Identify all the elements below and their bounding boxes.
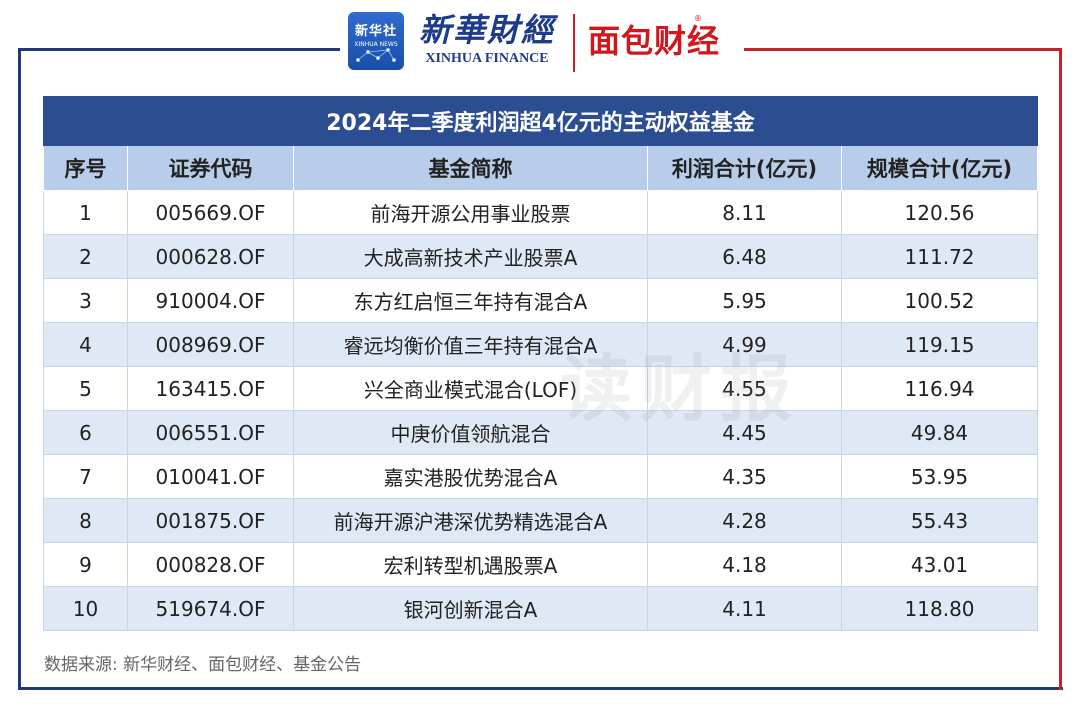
cell-profit: 6.48 (647, 234, 842, 279)
cell-fund-name: 宏利转型机遇股票A (293, 542, 648, 587)
cell-scale: 100.52 (840, 278, 1039, 323)
cell-code: 008969.OF (127, 322, 294, 367)
cell-scale: 55.43 (840, 498, 1039, 543)
cell-profit: 4.18 (647, 542, 842, 587)
frame-top-line-blue (18, 48, 340, 51)
cell-fund-name: 中庚价值领航混合 (293, 410, 648, 455)
cell-profit: 8.11 (647, 190, 842, 235)
cell-code: 005669.OF (127, 190, 294, 235)
xinhua-finance-logo-cn: 新華財經 (418, 11, 555, 49)
table-row: 3 910004.OF 东方红启恒三年持有混合A 5.95 100.52 (43, 278, 1039, 323)
xinhua-finance-logo-en: XINHUA FINANCE (425, 51, 549, 66)
cell-fund-name: 嘉实港股优势混合A (293, 454, 648, 499)
xinhua-news-logo: 新华社 XINHUA NEWS (348, 12, 404, 70)
cell-index: 10 (43, 586, 128, 631)
network-icon (356, 48, 397, 62)
cell-index: 6 (43, 410, 128, 455)
table-row: 5 163415.OF 兴全商业模式混合(LOF) 4.55 116.94 (43, 366, 1039, 411)
cell-index: 4 (43, 322, 128, 367)
cell-index: 8 (43, 498, 128, 543)
cell-code: 001875.OF (127, 498, 294, 543)
cell-code: 910004.OF (127, 278, 294, 323)
cell-index: 9 (43, 542, 128, 587)
cell-fund-name: 东方红启恒三年持有混合A (293, 278, 648, 323)
cell-index: 2 (43, 234, 128, 279)
cell-scale: 118.80 (840, 586, 1039, 631)
cell-code: 163415.OF (127, 366, 294, 411)
header-scale: 规模合计(亿元) (840, 145, 1039, 191)
cell-fund-name: 兴全商业模式混合(LOF) (293, 366, 648, 411)
table-row: 1 005669.OF 前海开源公用事业股票 8.11 120.56 (43, 190, 1039, 235)
cell-scale: 49.84 (840, 410, 1039, 455)
cell-fund-name: 大成高新技术产业股票A (293, 234, 648, 279)
cell-scale: 120.56 (840, 190, 1039, 235)
table-header-row: 序号 证券代码 基金简称 利润合计(亿元) 规模合计(亿元) (43, 145, 1039, 191)
cell-scale: 53.95 (840, 454, 1039, 499)
table-row: 6 006551.OF 中庚价值领航混合 4.45 49.84 (43, 410, 1039, 455)
cell-fund-name: 睿远均衡价值三年持有混合A (293, 322, 648, 367)
registered-mark: ® (694, 14, 702, 23)
header-fund-name: 基金简称 (293, 145, 648, 191)
cell-scale: 43.01 (840, 542, 1039, 587)
mianbao-finance-logo: 面包财经 ® (588, 14, 738, 66)
table-row: 10 519674.OF 银河创新混合A 4.11 118.80 (43, 586, 1039, 631)
cell-index: 7 (43, 454, 128, 499)
cell-profit: 4.55 (647, 366, 842, 411)
cell-profit: 4.99 (647, 322, 842, 367)
cell-index: 5 (43, 366, 128, 411)
table-row: 7 010041.OF 嘉实港股优势混合A 4.35 53.95 (43, 454, 1039, 499)
cell-fund-name: 银河创新混合A (293, 586, 648, 631)
cell-profit: 5.95 (647, 278, 842, 323)
header-index: 序号 (43, 145, 128, 191)
cell-code: 000628.OF (127, 234, 294, 279)
xinhua-finance-logo: 新華財經 XINHUA FINANCE (412, 10, 562, 74)
fund-table-container: 2024年二季度利润超4亿元的主动权益基金 序号 证券代码 基金简称 利润合计(… (42, 96, 1039, 631)
cell-fund-name: 前海开源公用事业股票 (293, 190, 648, 235)
frame-bottom-line (18, 687, 1063, 690)
frame-top-line-red (744, 48, 1062, 51)
table-row: 4 008969.OF 睿远均衡价值三年持有混合A 4.99 119.15 (43, 322, 1039, 367)
cell-scale: 116.94 (840, 366, 1039, 411)
frame-right-line (1059, 48, 1062, 690)
table-row: 9 000828.OF 宏利转型机遇股票A 4.18 43.01 (43, 542, 1039, 587)
cell-code: 010041.OF (127, 454, 294, 499)
logo-divider (573, 14, 575, 72)
cell-code: 000828.OF (127, 542, 294, 587)
cell-profit: 4.45 (647, 410, 842, 455)
cell-scale: 119.15 (840, 322, 1039, 367)
mianbao-finance-logo-cn: 面包财经 (588, 22, 721, 60)
xinhua-news-logo-en: XINHUA NEWS (354, 41, 398, 48)
table-row: 2 000628.OF 大成高新技术产业股票A 6.48 111.72 (43, 234, 1039, 279)
header-profit: 利润合计(亿元) (647, 145, 842, 191)
cell-profit: 4.28 (647, 498, 842, 543)
cell-index: 3 (43, 278, 128, 323)
cell-fund-name: 前海开源沪港深优势精选混合A (293, 498, 648, 543)
table-row: 8 001875.OF 前海开源沪港深优势精选混合A 4.28 55.43 (43, 498, 1039, 543)
cell-profit: 4.11 (647, 586, 842, 631)
cell-code: 519674.OF (127, 586, 294, 631)
table-title: 2024年二季度利润超4亿元的主动权益基金 (42, 96, 1039, 146)
data-source-note: 数据来源: 新华财经、面包财经、基金公告 (44, 655, 362, 675)
xinhua-news-logo-cn: 新华社 (354, 24, 397, 39)
frame-left-line (18, 48, 21, 690)
cell-scale: 111.72 (840, 234, 1039, 279)
fund-table: 2024年二季度利润超4亿元的主动权益基金 序号 证券代码 基金简称 利润合计(… (42, 96, 1039, 631)
header-code: 证券代码 (127, 145, 294, 191)
cell-code: 006551.OF (127, 410, 294, 455)
cell-index: 1 (43, 190, 128, 235)
cell-profit: 4.35 (647, 454, 842, 499)
